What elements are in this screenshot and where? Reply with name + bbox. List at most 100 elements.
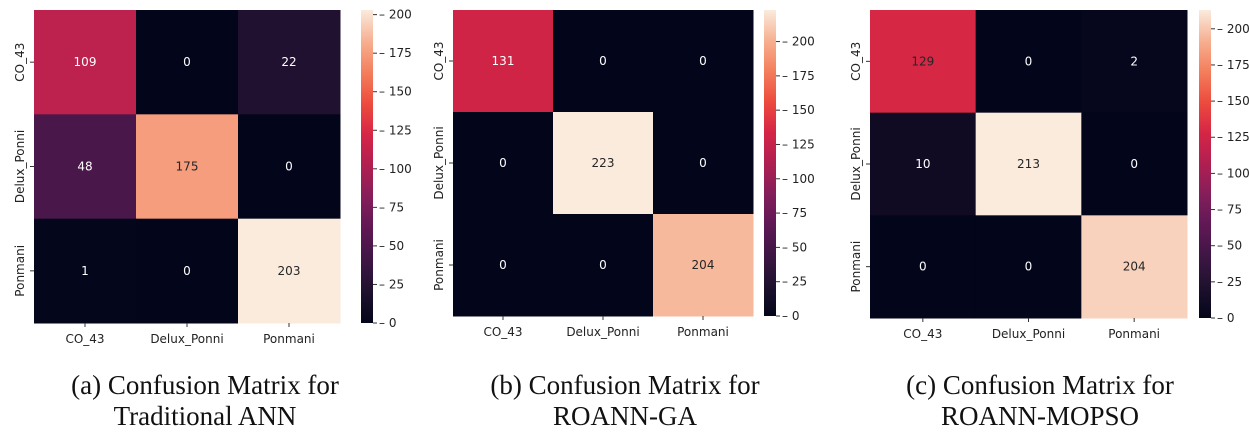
cell-value-label: 0 <box>699 156 707 170</box>
cell-value-label: 0 <box>285 160 293 174</box>
cell-value-label: 1 <box>81 264 89 278</box>
x-tick-label: Delux_Ponni <box>150 332 223 346</box>
heatmap-cell <box>975 10 1082 114</box>
caption-b-line2: ROANN-GA <box>553 401 697 431</box>
cell-value-label: 22 <box>281 55 296 69</box>
caption-b-line1: (b) Confusion Matrix for <box>490 370 760 400</box>
heatmap-cell <box>34 114 137 220</box>
heatmap-chart-c: 129 0 2 10 213 0 0 0 204 CO_43 Delux_Ponni Ponmani C… <box>849 10 1249 341</box>
cell-value-label: 129 <box>911 54 934 68</box>
x-tick-label: CO_43 <box>903 327 942 341</box>
cell-value-label: 204 <box>1123 260 1146 274</box>
heatmap-cell <box>1081 112 1188 216</box>
y-tick-label: Delux_Ponni <box>13 130 27 203</box>
colorbar-tick-label: – 50 <box>1217 239 1242 253</box>
heatmap-cell <box>238 114 341 220</box>
heatmap-cell <box>975 215 1082 319</box>
y-tick-label: CO_43 <box>849 42 863 81</box>
cell-value-label: 0 <box>183 55 191 69</box>
cell-value-label: 0 <box>599 54 607 68</box>
y-tick-label: Ponmani <box>849 241 863 293</box>
caption-c-line1: (c) Confusion Matrix for <box>906 370 1174 400</box>
y-tick-label: Ponmani <box>13 245 27 297</box>
x-tick-label: Ponmani <box>263 332 315 346</box>
colorbar-tick-label: – 175 <box>782 69 815 83</box>
cell-value-label: 223 <box>592 156 615 170</box>
heatmap-cell <box>870 215 977 319</box>
heatmap-cell <box>136 114 239 220</box>
colorbar-tick-label: – 150 <box>782 103 815 117</box>
x-tick-label: CO_43 <box>65 332 104 346</box>
cell-value-label: 0 <box>499 258 507 272</box>
colorbar-tick-label: – 100 <box>1217 166 1249 180</box>
cell-value-label: 0 <box>183 264 191 278</box>
colorbar-tick-label: – 175 <box>379 46 412 60</box>
caption-b: (b) Confusion Matrix for ROANN-GA <box>430 370 820 432</box>
colorbar-tick-label: – 100 <box>782 172 815 186</box>
heatmap-cell <box>34 10 137 115</box>
heatmap-chart-a: 109 0 22 48 175 0 1 0 203 CO_43 Delux_Ponni Ponmani… <box>13 8 412 346</box>
colorbar-tick-label: – 175 <box>1217 58 1249 72</box>
cell-value-label: 109 <box>74 55 97 69</box>
heatmap-cell <box>553 214 654 317</box>
heatmap-cell <box>553 112 654 215</box>
cell-value-label: 0 <box>699 54 707 68</box>
x-tick-label: Ponmani <box>677 325 729 339</box>
colorbar-tick-label: – 125 <box>782 137 815 151</box>
colorbar <box>764 10 776 316</box>
colorbar-tick-label: – 25 <box>782 275 807 289</box>
x-tick-label: Ponmani <box>1108 327 1160 341</box>
y-tick-label: Ponmani <box>432 239 446 291</box>
x-tick-label: CO_43 <box>483 325 522 339</box>
colorbar-tick-label: – 100 <box>379 162 412 176</box>
colorbar-tick-label: – 0 <box>379 316 396 330</box>
heatmap-cell <box>653 10 754 113</box>
cell-value-label: 0 <box>919 260 927 274</box>
colorbar-tick-label: – 25 <box>1217 275 1242 289</box>
cell-value-label: 48 <box>77 160 92 174</box>
colorbar-tick-label: – 75 <box>379 200 404 214</box>
cell-value-label: 2 <box>1130 54 1138 68</box>
heatmap-cell <box>975 112 1082 216</box>
colorbar-tick-label: – 150 <box>379 85 412 99</box>
colorbar-tick-label: – 125 <box>379 123 412 137</box>
heatmap-cell <box>136 218 239 324</box>
heatmap-cell <box>653 112 754 215</box>
colorbar-tick-label: – 200 <box>379 8 412 22</box>
heatmap-cell <box>870 112 977 216</box>
cell-value-label: 0 <box>1130 157 1138 171</box>
cell-value-label: 213 <box>1017 157 1040 171</box>
heatmap-cell <box>238 218 341 324</box>
cell-value-label: 203 <box>278 264 301 278</box>
colorbar <box>361 10 373 323</box>
cell-value-label: 204 <box>692 258 715 272</box>
caption-a-line1: (a) Confusion Matrix for <box>71 370 339 400</box>
cell-value-label: 175 <box>176 160 199 174</box>
cell-value-label: 0 <box>499 156 507 170</box>
colorbar <box>1199 10 1211 318</box>
colorbar-tick-label: – 25 <box>379 277 404 291</box>
colorbar-tick-label: – 75 <box>782 206 807 220</box>
y-tick-label: CO_43 <box>13 43 27 82</box>
confusion-matrix-panel-a: 109 0 22 48 175 0 1 0 203 CO_43 Delux_Ponni Ponmani… <box>0 0 412 431</box>
colorbar-tick-label: – 50 <box>782 240 807 254</box>
confusion-matrix-panel-c: 129 0 2 10 213 0 0 0 204 CO_43 Delux_Ponni Ponmani C… <box>830 0 1249 431</box>
heatmap-cell <box>136 10 239 115</box>
heatmap-cell <box>453 112 554 215</box>
caption-c-line2: ROANN-MOPSO <box>940 401 1140 431</box>
x-tick-label: Delux_Ponni <box>566 325 639 339</box>
y-tick-label: Delux_Ponni <box>849 127 863 200</box>
colorbar-tick-label: – 0 <box>1217 311 1234 325</box>
cell-value-label: 131 <box>492 54 515 68</box>
y-tick-label: CO_43 <box>432 41 446 80</box>
cell-value-label: 0 <box>1025 260 1033 274</box>
colorbar-tick-label: – 150 <box>1217 94 1249 108</box>
x-tick-label: Delux_Ponni <box>992 327 1065 341</box>
heatmap-cell <box>34 218 137 324</box>
heatmap-cell <box>453 10 554 113</box>
colorbar-tick-label: – 125 <box>1217 130 1249 144</box>
colorbar-tick-label: – 75 <box>1217 203 1242 217</box>
caption-a-line2: Traditional ANN <box>113 401 297 431</box>
colorbar-tick-label: – 0 <box>782 309 799 323</box>
heatmap-chart-b: 131 0 0 0 223 0 0 0 204 CO_43 Delux_Ponni Ponmani CO… <box>432 10 815 339</box>
